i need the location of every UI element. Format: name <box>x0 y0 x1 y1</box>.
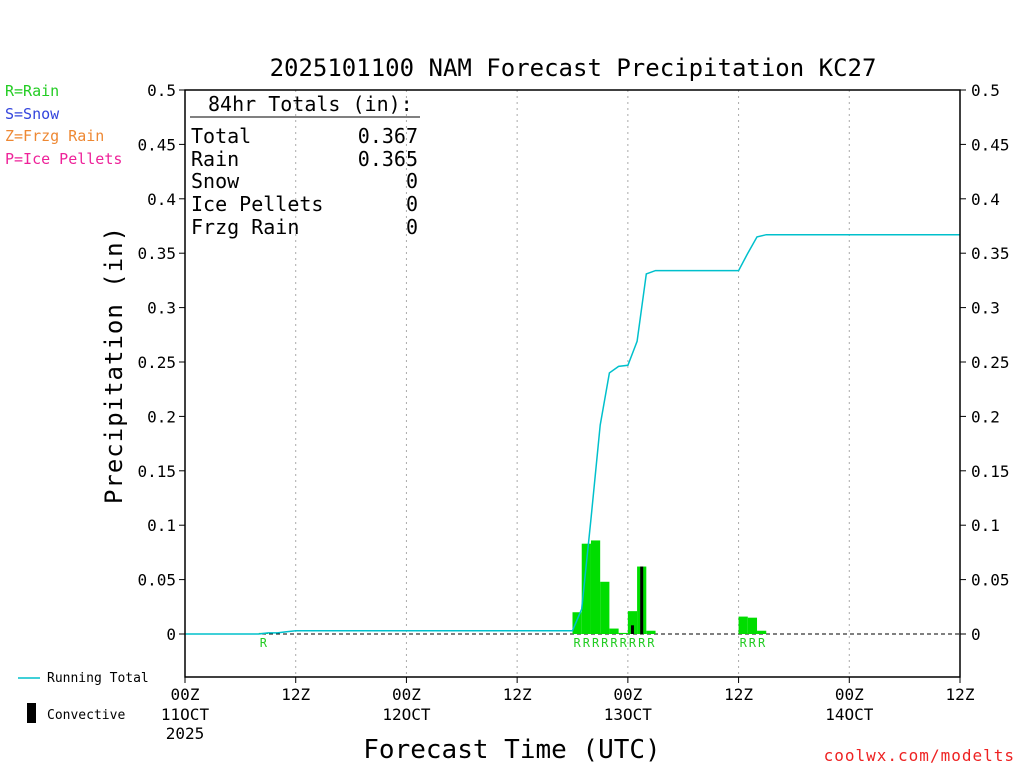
convective-bars <box>630 566 644 634</box>
credit-text: coolwx.com/modelts <box>824 746 1015 765</box>
y-tick-label-left: 0.2 <box>147 407 176 426</box>
y-tick-label-left: 0.1 <box>147 516 176 535</box>
x-tick-label: 12Z <box>724 685 753 704</box>
x-axis-label: Forecast Time (UTC) <box>363 735 660 765</box>
ptype-key-rain: R=Rain <box>5 82 59 100</box>
ptype-marker: R <box>638 636 646 650</box>
ptype-marker: R <box>620 636 628 650</box>
y-tick-label-left: 0.3 <box>147 299 176 318</box>
y-axis-label: Precipitation (in) <box>100 226 128 504</box>
y-tick-label-right: 0.45 <box>971 135 1010 154</box>
rain-bar <box>600 581 610 634</box>
rain-bar <box>572 612 582 634</box>
rain-bar <box>646 630 656 634</box>
rain-bar <box>590 540 601 634</box>
convective-bar <box>640 566 644 634</box>
ptype-marker: R <box>749 636 757 650</box>
x-tick-label: 00Z <box>171 685 200 704</box>
rain-bar <box>581 543 591 634</box>
running-total-series <box>185 233 960 635</box>
chart-title: 2025101100 NAM Forecast Precipitation KC… <box>270 54 877 82</box>
ptype-key-ice-pellets: P=Ice Pellets <box>5 150 122 168</box>
y-tick-label-left: 0.5 <box>147 81 176 100</box>
y-tick-label-right: 0.4 <box>971 190 1000 209</box>
x-tick-label: 00Z <box>613 685 642 704</box>
running-total-line <box>185 233 960 635</box>
vertical-gridlines <box>295 90 850 677</box>
ptype-marker: R <box>601 636 609 650</box>
totals-header: 84hr Totals (in): <box>208 92 413 116</box>
rain-bar <box>618 632 628 634</box>
x-tick-label: 12Z <box>281 685 310 704</box>
rain-bars <box>258 540 767 634</box>
ptype-marker: R <box>583 636 591 650</box>
ptype-marker: R <box>740 636 748 650</box>
ptype-key-frzg-rain: Z=Frzg Rain <box>5 127 104 145</box>
y-tick-label-left: 0.05 <box>137 571 176 590</box>
totals-row-label: Snow <box>191 169 240 193</box>
ptype-marker: R <box>758 636 766 650</box>
convective-legend-label: Convective <box>47 708 125 723</box>
x-tick-date-label: 11OCT <box>161 705 210 724</box>
x-tick-date-label: 14OCT <box>825 705 874 724</box>
totals-row-value: 0 <box>406 215 418 239</box>
rain-bar <box>738 616 748 634</box>
y-tick-label-left: 0.35 <box>137 244 176 263</box>
y-tick-label-left: 0.25 <box>137 353 176 372</box>
y-tick-label-right: 0.5 <box>971 81 1000 100</box>
y-axis-ticks: 0.5 0.5 0.45 0.45 0.4 0.4 0.35 0.35 0.3 0.3 0.25 0.… <box>137 81 1009 644</box>
rain-bar <box>747 617 758 634</box>
totals-row-label: Ice Pellets <box>191 192 323 216</box>
y-tick-label-left: 0 <box>166 625 176 644</box>
plot-frame <box>184 89 961 678</box>
totals-row-label: Rain <box>191 147 239 171</box>
x-tick-year-label: 2025 <box>166 724 205 743</box>
rain-bar <box>609 628 619 634</box>
x-tick-label: 12Z <box>946 685 975 704</box>
totals-row-label: Frzg Rain <box>191 215 299 239</box>
y-tick-label-right: 0.35 <box>971 244 1010 263</box>
y-tick-label-right: 0.15 <box>971 462 1010 481</box>
totals-box: 84hr Totals (in): Total 0.367 Rain 0.365… <box>190 92 420 239</box>
y-tick-label-right: 0.1 <box>971 516 1000 535</box>
convective-legend-swatch-icon <box>27 703 36 723</box>
totals-row-label: Total <box>191 124 251 148</box>
totals-row-value: 0.367 <box>358 124 418 148</box>
ptype-marker: R <box>260 636 268 650</box>
y-tick-label-right: 0.3 <box>971 299 1000 318</box>
ptype-marker: R <box>592 636 600 650</box>
running-total-legend-label: Running Total <box>47 671 149 686</box>
ptype-marker: R <box>610 636 618 650</box>
totals-row-value: 0 <box>406 192 418 216</box>
ptype-marker: R <box>647 636 655 650</box>
y-tick-label-left: 0.15 <box>137 462 176 481</box>
rain-bar <box>757 630 767 634</box>
totals-row-value: 0 <box>406 169 418 193</box>
y-tick-label-right: 0 <box>971 625 981 644</box>
y-tick-label-right: 0.05 <box>971 571 1010 590</box>
ptype-key-snow: S=Snow <box>5 105 60 123</box>
y-tick-label-right: 0.2 <box>971 407 1000 426</box>
y-tick-label-left: 0.4 <box>147 190 176 209</box>
series-legend: Running Total Convective <box>18 671 149 723</box>
ptype-marker: R <box>629 636 637 650</box>
totals-row-value: 0.365 <box>358 147 418 171</box>
x-tick-label: 00Z <box>835 685 864 704</box>
y-tick-label-right: 0.25 <box>971 353 1010 372</box>
ptype-marker: R <box>573 636 581 650</box>
y-tick-label-left: 0.45 <box>137 135 176 154</box>
ptype-key: R=Rain S=Snow Z=Frzg Rain P=Ice Pellets <box>5 82 122 168</box>
x-tick-date-label: 12OCT <box>382 705 431 724</box>
x-tick-label: 12Z <box>503 685 532 704</box>
convective-bar <box>630 625 634 634</box>
x-tick-date-label: 13OCT <box>604 705 653 724</box>
x-tick-label: 00Z <box>392 685 421 704</box>
rain-bar <box>627 611 638 634</box>
